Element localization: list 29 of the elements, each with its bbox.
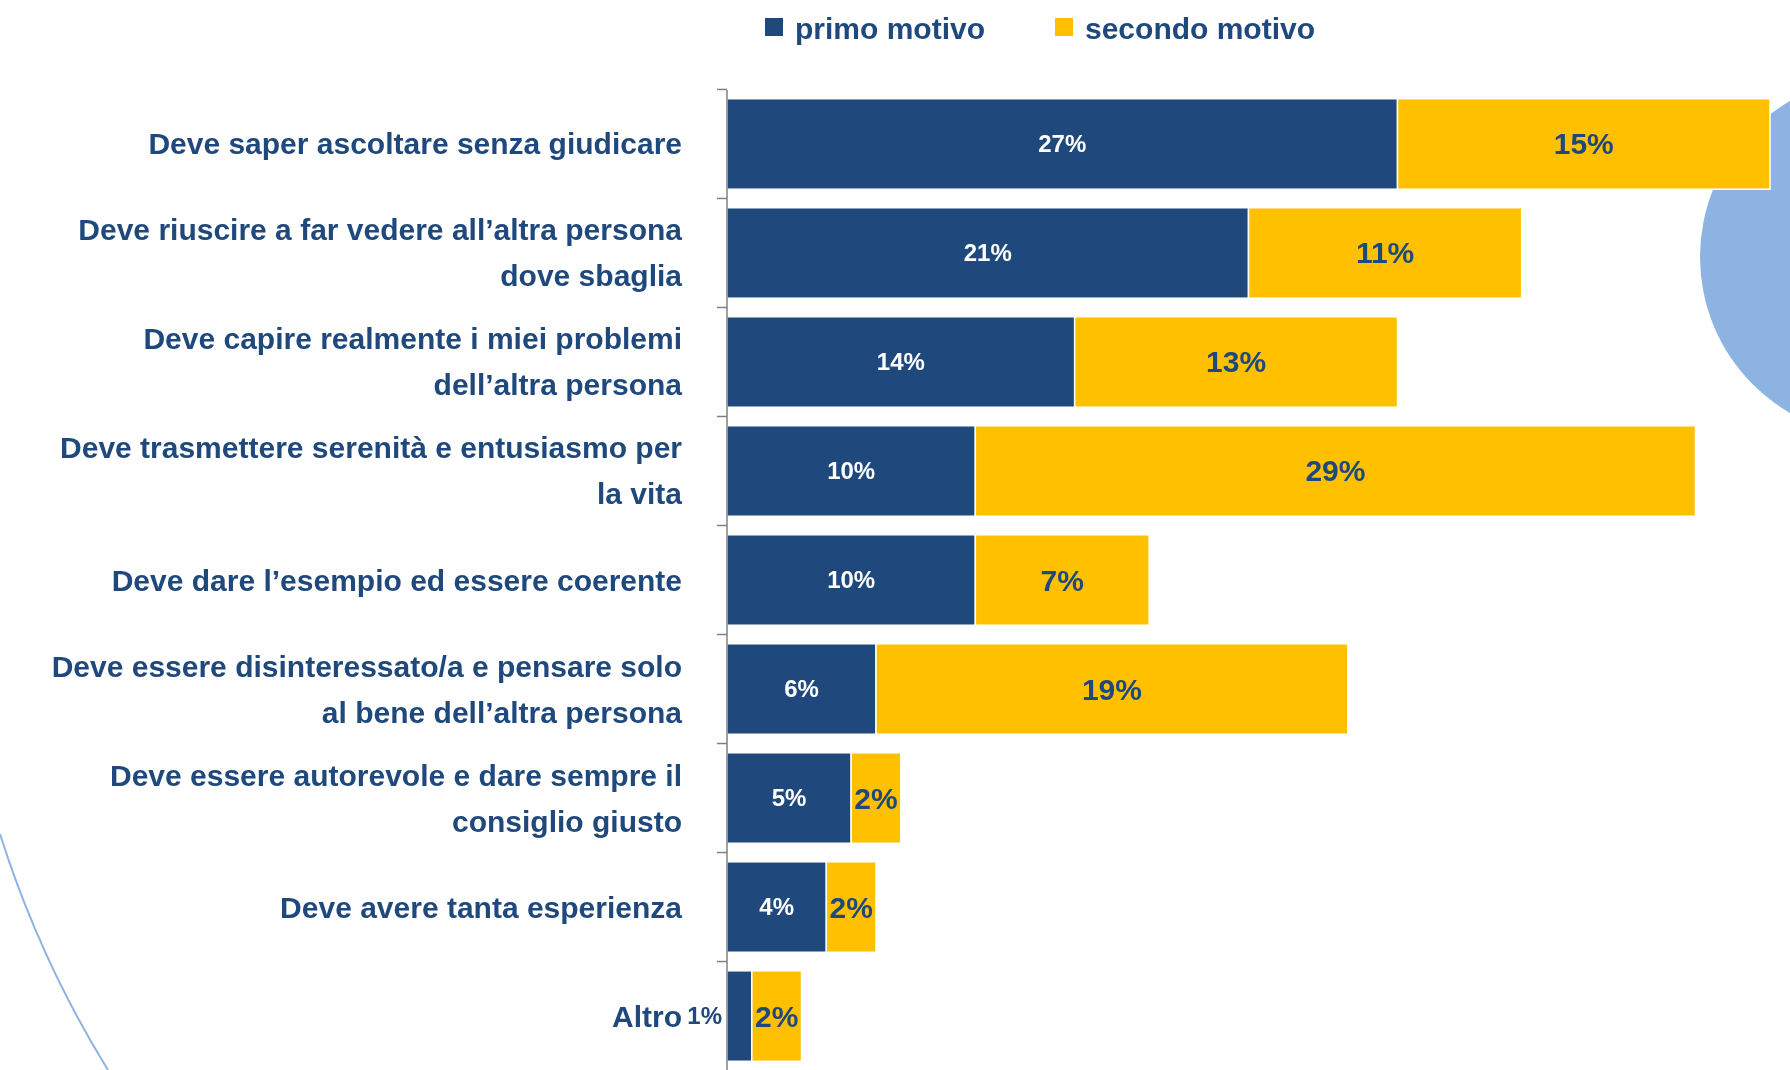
data-label: 14% [876, 348, 925, 376]
y-tick-label: Deve riuscire a far vedere all’altra persona dove sbaglia [78, 213, 683, 293]
y-tick-label: Deve saper ascoltare senza giudicare [148, 127, 682, 161]
y-tick-label: Deve essere disinteressato/a e pensare solo al bene dell’altra persona [51, 649, 683, 729]
data-label: 21% [963, 239, 1012, 267]
y-tick-label: Altro [612, 999, 682, 1033]
data-label: 10% [827, 566, 876, 594]
data-label: 15% [1553, 127, 1614, 161]
data-label: 5% [771, 784, 807, 812]
y-tick-label: Deve capire realmente i miei problemi dell’altra persona [143, 322, 683, 402]
data-label: 1% [687, 1002, 722, 1030]
data-label: 13% [1206, 345, 1267, 379]
data-label: 6% [784, 675, 819, 703]
data-label: 2% [854, 781, 898, 815]
y-tick-label: Deve avere tanta esperienza [280, 890, 683, 924]
data-label: 29% [1305, 454, 1366, 488]
legend-label: secondo motivo [1085, 11, 1316, 45]
y-tick-label: Deve trasmettere serenità e entusiasmo per la vita [60, 431, 683, 511]
data-label: 19% [1081, 672, 1142, 706]
data-label: 4% [759, 893, 795, 921]
data-label: 27% [1038, 130, 1087, 158]
legend-label: primo motivo [795, 11, 986, 45]
y-tick-label: Deve dare l’esempio ed essere coerente [111, 563, 682, 597]
data-label: 2% [829, 890, 873, 924]
data-label: 7% [1040, 563, 1084, 597]
data-label: 2% [754, 999, 799, 1033]
data-label: 10% [827, 457, 876, 485]
data-label: 11% [1355, 236, 1415, 270]
y-tick-label: Deve essere autorevole e dare sempre il consiglio giusto [110, 758, 682, 838]
